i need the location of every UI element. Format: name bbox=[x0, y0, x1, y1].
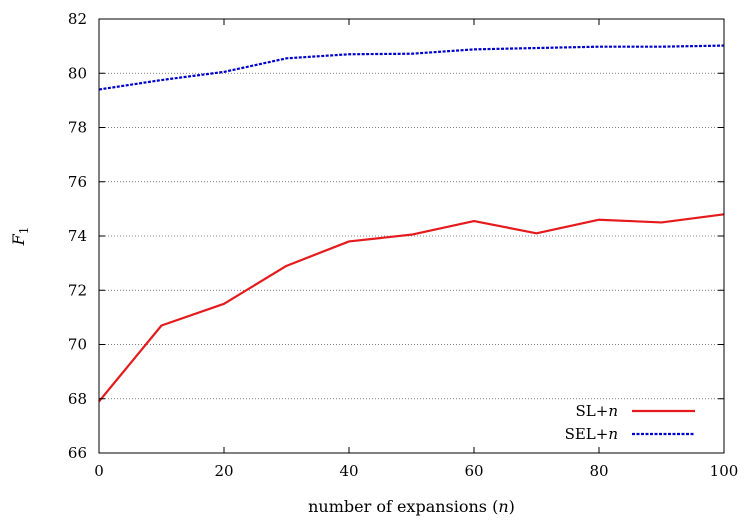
y-tick-label: 66 bbox=[68, 444, 87, 462]
series-lines bbox=[98, 44, 725, 403]
x-tick-label: 80 bbox=[589, 462, 608, 480]
series-line-1 bbox=[98, 213, 725, 403]
x-tick-label: 40 bbox=[339, 462, 358, 480]
y-tick-label: 82 bbox=[68, 10, 87, 28]
y-tick-label: 70 bbox=[68, 336, 87, 354]
x-tick-label: 0 bbox=[94, 462, 104, 480]
legend-label-1: SL+n bbox=[576, 402, 618, 420]
x-axis-label: number of expansions (n) bbox=[308, 497, 515, 516]
y-tick-label: 80 bbox=[68, 64, 87, 82]
y-tick-label: 76 bbox=[68, 173, 87, 191]
legend-label-2: SEL+n bbox=[565, 425, 618, 443]
legend: SL+n SEL+n bbox=[565, 402, 695, 443]
y-axis-label: F1 bbox=[9, 227, 31, 247]
y-tick-label: 68 bbox=[68, 390, 87, 408]
series-line-2 bbox=[98, 44, 725, 91]
x-tick-label: 60 bbox=[464, 462, 483, 480]
grid-lines bbox=[99, 72, 724, 400]
axis-ticks: 66 68 70 72 74 76 78 80 82 0 20 40 60 80 100 bbox=[68, 10, 738, 480]
y-tick-label: 72 bbox=[68, 281, 87, 299]
x-tick-label: 100 bbox=[710, 462, 739, 480]
x-tick-label: 20 bbox=[214, 462, 233, 480]
y-tick-label: 78 bbox=[68, 119, 87, 137]
y-tick-label: 74 bbox=[68, 227, 87, 245]
